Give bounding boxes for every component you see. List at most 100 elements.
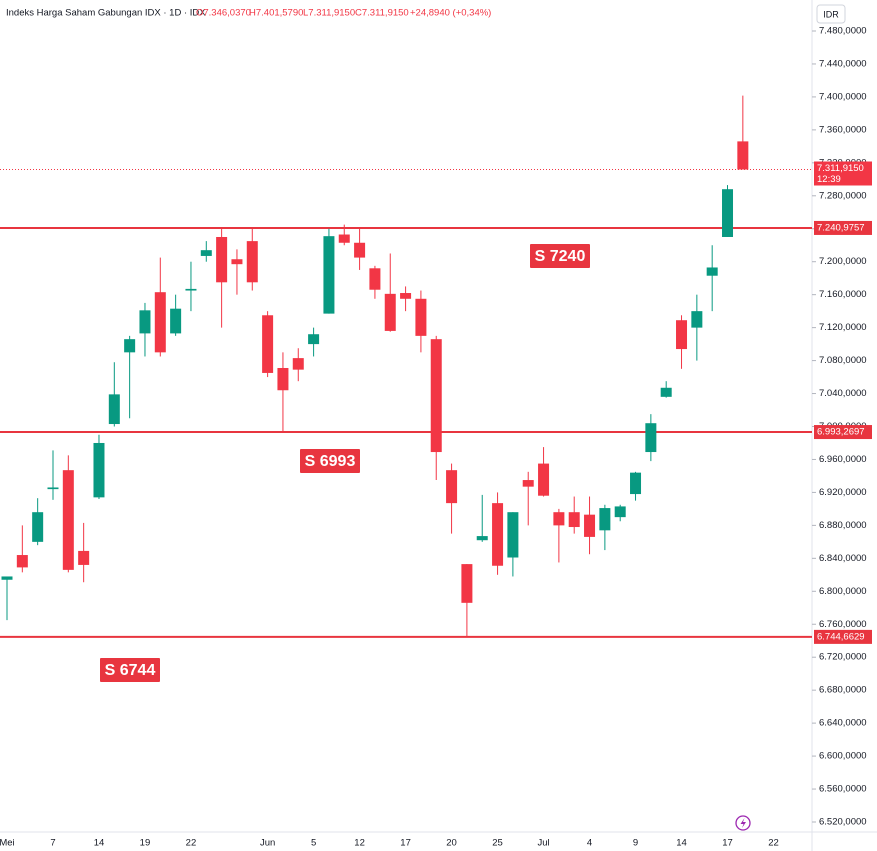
candle-body <box>706 267 718 276</box>
y-tick-label: 6.600,0000 <box>819 751 867 762</box>
x-tick-label: Jul <box>537 838 549 849</box>
x-tick-label: Mei <box>0 838 15 849</box>
lightning-icon[interactable] <box>735 815 751 831</box>
candle-body <box>722 189 734 237</box>
header-open: O7.346,0370 <box>196 8 251 19</box>
level-label: 7.240,9757 <box>817 222 865 233</box>
y-tick-label: 6.720,0000 <box>819 652 867 663</box>
last-price-time: 12:39 <box>817 174 841 185</box>
y-tick-label: 6.640,0000 <box>819 718 867 729</box>
level-label-box <box>814 425 872 440</box>
candle-body <box>446 470 458 504</box>
candle-body <box>292 358 304 370</box>
candle-body <box>93 442 105 498</box>
y-tick-label: 7.280,0000 <box>819 190 867 201</box>
annotation-box <box>530 244 590 268</box>
candle-body <box>308 334 320 345</box>
y-tick-label: 7.040,0000 <box>819 388 867 399</box>
candle-body <box>170 308 182 334</box>
candle-body <box>323 236 335 314</box>
y-tick-label: 6.680,0000 <box>819 685 867 696</box>
y-tick-label: 7.400,0000 <box>819 91 867 102</box>
candle-body <box>584 514 596 537</box>
y-tick-label: 6.920,0000 <box>819 487 867 498</box>
candle-body <box>599 508 611 531</box>
last-price-label: 7.311,9150 <box>817 163 864 174</box>
candle-body <box>78 550 90 565</box>
y-tick-label: 6.880,0000 <box>819 520 867 531</box>
candle-body <box>124 339 136 353</box>
x-tick-label: 22 <box>768 838 779 849</box>
candle-body <box>216 236 228 283</box>
x-tick-label: 14 <box>94 838 105 849</box>
candle-body <box>461 564 473 603</box>
level-label-box <box>814 629 872 644</box>
x-tick-label: Jun <box>260 838 275 849</box>
y-tick-label: 6.840,0000 <box>819 553 867 564</box>
candle-body <box>108 394 120 425</box>
x-tick-label: 17 <box>722 838 733 849</box>
annotation-box <box>300 449 360 473</box>
candle-body <box>32 512 44 542</box>
x-tick-label: 20 <box>446 838 457 849</box>
annotation: S 6744 <box>105 662 156 679</box>
candle-body <box>369 268 381 290</box>
y-tick-label: 7.160,0000 <box>819 289 867 300</box>
y-tick-label: 7.200,0000 <box>819 256 867 267</box>
x-tick-label: 5 <box>311 838 316 849</box>
candle-body <box>277 367 289 391</box>
y-tick-label: 6.960,0000 <box>819 454 867 465</box>
level-label-box <box>814 220 872 235</box>
candle-body <box>507 512 519 558</box>
y-tick-label: 7.080,0000 <box>819 355 867 366</box>
annotation: S 7240 <box>535 248 586 265</box>
x-tick-label: 19 <box>140 838 151 849</box>
y-tick-label: 7.360,0000 <box>819 124 867 135</box>
candle-body <box>691 311 703 328</box>
level-label: 6.744,6629 <box>817 631 865 642</box>
candle-body <box>1 576 13 580</box>
candle-body <box>522 480 534 487</box>
annotation-box <box>100 658 160 682</box>
y-tick-label: 6.520,0000 <box>819 817 867 828</box>
header-close: C7.311,9150 <box>355 8 409 19</box>
candle-body <box>384 293 396 331</box>
x-tick-label: 7 <box>50 838 55 849</box>
candle-body <box>737 141 749 170</box>
candle-body <box>139 310 151 334</box>
candle-body <box>62 470 74 570</box>
candle-body <box>660 387 672 397</box>
y-tick-label: 6.760,0000 <box>819 619 867 630</box>
candle-body <box>553 512 565 526</box>
candle-body <box>354 242 366 258</box>
x-tick-label: 25 <box>492 838 503 849</box>
header-title: Indeks Harga Saham Gabungan IDX · 1D · I… <box>6 8 206 19</box>
currency-label: IDR <box>823 9 839 19</box>
x-tick-label: 4 <box>587 838 592 849</box>
candle-body <box>430 339 442 453</box>
candle-body <box>185 288 197 291</box>
header-change: +24,8940 (+0,34%) <box>410 8 491 19</box>
candle-body <box>630 472 642 495</box>
x-tick-label: 12 <box>354 838 365 849</box>
level-label: 6.993,2697 <box>817 427 865 438</box>
x-tick-label: 14 <box>676 838 687 849</box>
candle-body <box>246 241 258 283</box>
x-tick-label: 22 <box>186 838 197 849</box>
candle-body <box>47 487 59 490</box>
candle-body <box>154 292 166 353</box>
x-tick-label: 17 <box>400 838 411 849</box>
lightning-glyph <box>740 818 746 828</box>
candle-body <box>568 512 580 528</box>
y-tick-label: 7.120,0000 <box>819 322 867 333</box>
candle-body <box>538 463 550 496</box>
candle-body <box>400 293 412 299</box>
x-tick-label: 9 <box>633 838 638 849</box>
y-tick-label: 6.560,0000 <box>819 784 867 795</box>
candle-body <box>614 506 626 518</box>
currency-button[interactable] <box>816 4 846 24</box>
candle-body <box>338 234 350 243</box>
y-tick-label: 7.440,0000 <box>819 58 867 69</box>
candle-body <box>415 298 427 336</box>
